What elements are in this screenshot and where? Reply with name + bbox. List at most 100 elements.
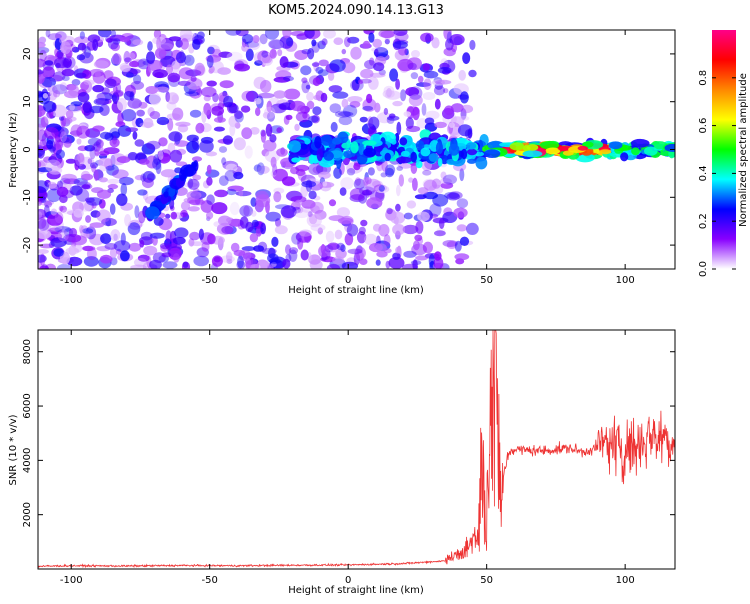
heatmap-patch (310, 223, 326, 232)
heatmap-patch (83, 79, 95, 86)
heatmap-patch (321, 38, 328, 46)
heatmap-patch (191, 156, 203, 162)
heatmap-patch (98, 177, 108, 183)
heatmap-patch (135, 117, 144, 128)
heatmap-patch (239, 205, 254, 217)
heatmap-patch (96, 146, 104, 152)
heatmap-patch (450, 103, 464, 113)
heatmap-patch (121, 109, 137, 122)
x-tick-label: 100 (616, 575, 635, 586)
heatmap-patch (311, 39, 317, 47)
spectrogram-y-label: Frequency (Hz) (8, 112, 19, 188)
heatmap-patch (109, 247, 118, 259)
y-tick-label: 0 (22, 146, 33, 152)
heatmap-patch (253, 51, 270, 64)
heatmap-patch (445, 38, 454, 51)
colorbar-tick-label: 0.4 (698, 165, 709, 181)
heatmap-patch (146, 173, 156, 181)
heatmap-patch (664, 143, 675, 152)
heatmap-patch (429, 203, 442, 217)
heatmap-patch (283, 88, 301, 100)
heatmap-patch (423, 191, 438, 200)
heatmap-patch (314, 209, 327, 220)
heatmap-patch (207, 233, 216, 245)
heatmap-patch (406, 125, 421, 133)
heatmap-patch (61, 173, 77, 183)
heatmap-patch (139, 239, 145, 248)
heatmap-patch (166, 101, 177, 111)
heatmap-patch (100, 233, 112, 245)
heatmap-patch (294, 123, 300, 131)
snr-y-label: SNR (10 * v/v) (8, 414, 19, 485)
heatmap-patch (644, 146, 658, 156)
heatmap-patch (276, 127, 283, 133)
heatmap-patch (400, 150, 410, 158)
heatmap-patch (70, 124, 83, 137)
heatmap-patch (229, 123, 236, 137)
heatmap-patch (221, 157, 227, 166)
heatmap-patch (90, 210, 101, 218)
heatmap-patch (458, 69, 467, 81)
heatmap-patch (415, 220, 424, 234)
heatmap-patch (65, 110, 74, 119)
heatmap-patch (631, 147, 640, 156)
heatmap-patch (458, 115, 470, 121)
heatmap-patch (168, 131, 183, 142)
heatmap-patch (291, 157, 301, 163)
heatmap-patch (208, 68, 214, 74)
heatmap-patch (226, 188, 237, 196)
heatmap-patch (153, 217, 164, 226)
colorbar-ticks: 0.0 0.2 0.4 0.6 0.8 (698, 70, 736, 277)
heatmap-patch (82, 228, 94, 234)
heatmap-patch (117, 98, 127, 111)
heatmap-patch (192, 174, 202, 181)
heatmap-patch (435, 141, 444, 155)
heatmap-patch (599, 149, 612, 155)
heatmap-patch (265, 123, 273, 137)
heatmap-patch (47, 213, 63, 227)
heatmap-patch (336, 207, 350, 218)
heatmap-patch (398, 174, 404, 187)
heatmap-patch (44, 127, 59, 139)
heatmap-patch (422, 92, 436, 100)
heatmap-patch (174, 227, 189, 238)
heatmap-patch (105, 217, 112, 227)
heatmap-patch (328, 199, 337, 207)
heatmap-patch (354, 177, 361, 186)
heatmap-patch (133, 74, 142, 85)
heatmap-patch (96, 189, 112, 199)
heatmap-patch (165, 213, 171, 219)
heatmap-patch (330, 121, 338, 133)
heatmap-patch (262, 112, 270, 119)
heatmap-patch (112, 86, 118, 93)
heatmap-patch (329, 59, 346, 73)
heatmap-patch (453, 207, 468, 218)
heatmap-patch (190, 241, 204, 247)
heatmap-patch (364, 178, 382, 192)
x-tick-label: 0 (345, 575, 351, 586)
heatmap-patch (392, 100, 403, 107)
heatmap-patch (201, 241, 210, 252)
heatmap-patch (245, 48, 254, 62)
heatmap-patch (311, 62, 320, 67)
heatmap-patch (165, 91, 170, 103)
heatmap-patch (93, 98, 110, 106)
colorbar: 0.0 0.2 0.4 0.6 0.8 Normalized spectral ampl… (698, 30, 749, 277)
heatmap-patch (413, 240, 420, 251)
heatmap-patch (443, 47, 456, 57)
heatmap-patch (63, 178, 80, 185)
heatmap-patch (466, 142, 477, 150)
heatmap-patch (338, 111, 354, 117)
heatmap-patch (184, 54, 195, 66)
heatmap-patch (38, 46, 50, 54)
y-tick-label: 10 (22, 95, 33, 108)
heatmap-patch (608, 141, 623, 150)
heatmap-patch (120, 250, 130, 262)
heatmap-patch (63, 136, 72, 148)
heatmap-patch (38, 249, 49, 254)
y-tick-label: 2000 (22, 502, 33, 527)
heatmap-patch (374, 102, 381, 113)
heatmap-patch (390, 138, 397, 145)
heatmap-patch (466, 148, 478, 156)
heatmap-patch (332, 91, 349, 99)
